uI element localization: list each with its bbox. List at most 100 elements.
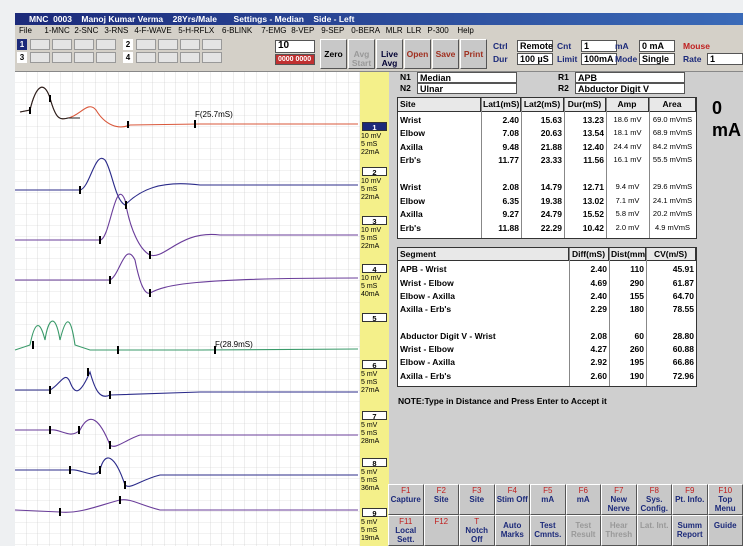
function-key[interactable]: Summ Report — [672, 515, 708, 546]
menu-item[interactable]: 4-F-WAVE — [134, 26, 172, 35]
toolbar-button[interactable]: Live Avg — [376, 39, 403, 69]
table-cell: 61.87 — [672, 277, 694, 288]
function-key[interactable]: Guide — [707, 515, 743, 546]
channel-setting — [136, 52, 156, 63]
menu-item[interactable]: 2-SNC — [74, 26, 99, 35]
function-key[interactable]: Auto Marks — [494, 515, 530, 546]
field-label: Cnt — [557, 41, 572, 51]
menu-item[interactable]: LLR — [406, 26, 422, 35]
field-label: Limit — [557, 54, 578, 64]
menu-item[interactable]: File — [19, 26, 32, 35]
toolbar-button[interactable]: Print — [460, 39, 487, 69]
table-cell[interactable]: 110 — [630, 264, 644, 275]
function-key[interactable]: Test Cmnts. — [530, 515, 566, 546]
function-key[interactable]: Test Result — [565, 515, 601, 546]
channel-badge[interactable]: 8 — [362, 458, 387, 468]
trace-4 — [15, 253, 359, 294]
nerve-value: Abductor Digit V — [575, 83, 685, 94]
toolbar-button[interactable]: Save — [432, 39, 459, 69]
channel-badge[interactable]: 6 — [362, 360, 387, 370]
function-key[interactable]: F9 Pt. Info. — [672, 484, 708, 515]
field-value[interactable]: 100 µS — [517, 53, 553, 65]
key-code: F1 — [401, 486, 411, 495]
channel-badge[interactable]: 7 — [362, 411, 387, 421]
field-value[interactable]: Remote — [517, 40, 553, 52]
function-key[interactable]: F1 Capture — [388, 484, 424, 515]
toolbar-button[interactable]: Avg Start — [348, 39, 375, 69]
channel-setting — [52, 39, 72, 50]
key-label: Guide — [713, 521, 737, 530]
function-key[interactable]: F3 Site — [459, 484, 495, 515]
annotation: F(25.7mS) — [195, 110, 233, 119]
channel-badge[interactable]: 5 — [362, 313, 387, 323]
function-key[interactable]: F10 Top Menu — [707, 484, 743, 515]
table-cell: 11.56 — [583, 155, 604, 165]
menu-item[interactable]: 5-H-RFLX — [178, 26, 215, 35]
channel-setting: 5 mV — [361, 519, 378, 526]
function-key[interactable]: Lat. Int. — [636, 515, 672, 546]
menu-item[interactable]: 6-BLINK — [222, 26, 253, 35]
function-key[interactable]: F4 Stim Off — [494, 484, 530, 515]
function-key[interactable]: T Notch Off — [459, 515, 495, 546]
key-code: T — [474, 517, 480, 526]
field-value[interactable]: 1 — [581, 40, 617, 52]
menu-item[interactable]: 1-MNC — [44, 26, 70, 35]
menu-item[interactable]: Help — [457, 26, 474, 35]
table-cell[interactable]: 155 — [629, 290, 644, 301]
function-key[interactable]: F11 Local Sett. — [388, 515, 424, 546]
table-cell[interactable]: 180 — [629, 304, 644, 315]
function-key[interactable]: F5 mA — [530, 484, 566, 515]
table-cell: 20.63 — [540, 128, 562, 138]
table-cell: Elbow — [400, 128, 426, 138]
table-cell[interactable]: 195 — [629, 357, 644, 368]
field-value[interactable]: 100mA — [581, 53, 617, 65]
table-cell[interactable]: 290 — [629, 277, 644, 288]
channel-badge[interactable]: 3 — [362, 216, 387, 226]
nerve-value: APB — [575, 72, 685, 83]
table-cell[interactable]: 190 — [629, 370, 644, 381]
table-cell[interactable]: 60 — [634, 330, 644, 341]
table-cell: 13.54 — [582, 128, 604, 138]
function-key[interactable]: F6 mA — [565, 484, 601, 515]
table-header: Lat2(mS) — [521, 98, 564, 112]
field-label: Rate — [683, 54, 702, 64]
grid — [15, 72, 360, 546]
annotation: F(28.9mS) — [215, 340, 253, 349]
channel-badge[interactable]: 9 — [362, 508, 387, 518]
function-key[interactable]: F7 New Nerve — [601, 484, 637, 515]
channel-badge[interactable]: 4 — [362, 264, 387, 274]
column-rule — [481, 98, 482, 238]
latency-table: Site Lat1(mS) Lat2(mS) Dur(mS) Amp Area Wrist 2… — [397, 97, 697, 239]
table-cell: 9.48 — [502, 141, 519, 152]
trace-5 — [14, 320, 359, 351]
table-cell: 60.88 — [672, 344, 694, 355]
toolbar-button[interactable]: Open — [404, 39, 431, 69]
channel-badge[interactable]: 2 — [362, 167, 387, 177]
table-cell: 7.1 mV — [615, 195, 640, 205]
table-cell: 5.8 mV — [615, 209, 640, 218]
menu-item[interactable]: MLR — [385, 26, 403, 35]
function-key[interactable]: Hear Thresh — [601, 515, 637, 546]
table-cell: Wrist — [400, 182, 422, 192]
field-value[interactable]: Single — [639, 53, 675, 65]
menu-item[interactable]: 9-SEP — [321, 26, 345, 35]
function-key[interactable]: F8 Sys. Config. — [636, 484, 672, 515]
function-key[interactable]: F12 — [423, 515, 459, 546]
function-key[interactable]: F2 Site — [423, 484, 459, 515]
toolbar-button[interactable]: Zero — [320, 39, 347, 69]
menu-item[interactable]: P-300 — [427, 26, 449, 35]
table-cell: 84.2 mVmS — [652, 141, 693, 151]
field-value[interactable]: 0 mA — [639, 40, 675, 52]
menu-item[interactable]: 7-EMG — [261, 26, 287, 35]
field-value[interactable]: 1 — [707, 53, 743, 65]
menu-item[interactable]: 3-RNS — [104, 26, 129, 35]
key-label: Lat. Int. — [640, 521, 669, 530]
table-cell[interactable]: 260 — [629, 344, 644, 355]
trace-8 — [15, 457, 358, 487]
key-code: F8 — [649, 486, 659, 495]
menu-item[interactable]: 8-VEP — [291, 26, 315, 35]
channel-setting: 36mA — [361, 485, 380, 492]
menu-item[interactable]: 0-BERA — [351, 26, 381, 35]
channel-badge[interactable]: 1 — [362, 122, 387, 132]
